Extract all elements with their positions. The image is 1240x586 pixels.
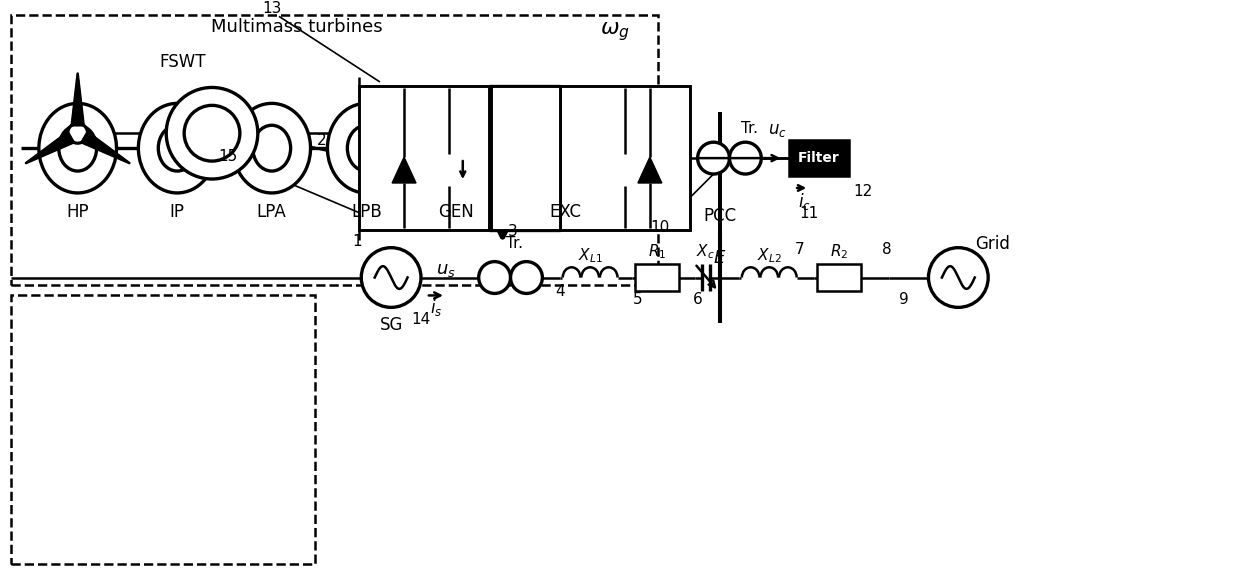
Text: LPA: LPA — [257, 203, 286, 221]
Circle shape — [929, 248, 988, 308]
Polygon shape — [26, 132, 73, 163]
Text: $R_1$: $R_1$ — [647, 242, 666, 261]
Text: 14: 14 — [412, 312, 430, 327]
Ellipse shape — [38, 103, 117, 193]
Text: $\boldsymbol{i_s}$: $\boldsymbol{i_s}$ — [430, 297, 443, 318]
Bar — [167, 138, 187, 158]
Bar — [262, 138, 281, 158]
Text: EXC: EXC — [549, 203, 582, 221]
Text: $X_c$: $X_c$ — [696, 242, 715, 261]
Text: 9: 9 — [899, 292, 909, 307]
Text: 2: 2 — [316, 132, 326, 148]
Text: Tr.: Tr. — [740, 121, 758, 136]
Ellipse shape — [547, 125, 584, 171]
Ellipse shape — [347, 125, 386, 171]
Circle shape — [479, 261, 511, 294]
Polygon shape — [637, 157, 662, 183]
Bar — [556, 138, 575, 158]
Ellipse shape — [527, 103, 604, 193]
Text: IP: IP — [170, 203, 185, 221]
Text: Multimass turbines: Multimass turbines — [211, 18, 382, 36]
Circle shape — [698, 142, 729, 174]
Text: 3: 3 — [507, 224, 517, 239]
Text: FSWT: FSWT — [159, 53, 206, 70]
Text: Grid: Grid — [975, 234, 1009, 253]
Bar — [356, 138, 376, 158]
Text: SG: SG — [379, 316, 403, 334]
Bar — [360, 87, 489, 230]
Text: 13: 13 — [262, 1, 281, 16]
Ellipse shape — [327, 103, 405, 193]
Text: GEN: GEN — [438, 203, 474, 221]
Text: $X_{L1}$: $X_{L1}$ — [578, 246, 603, 265]
Text: HP: HP — [67, 203, 89, 221]
Polygon shape — [392, 157, 415, 183]
Text: 5: 5 — [634, 292, 642, 307]
Text: Filter: Filter — [799, 151, 839, 165]
Ellipse shape — [139, 103, 216, 193]
Bar — [446, 138, 466, 158]
Text: 8: 8 — [882, 242, 892, 257]
Ellipse shape — [58, 125, 97, 171]
Text: 7: 7 — [795, 242, 804, 257]
Text: PCC: PCC — [703, 207, 737, 225]
Text: 6: 6 — [693, 292, 703, 307]
Circle shape — [361, 248, 422, 308]
Bar — [491, 87, 560, 230]
Circle shape — [729, 142, 761, 174]
Polygon shape — [82, 132, 129, 163]
Bar — [11, 15, 657, 285]
Ellipse shape — [436, 125, 475, 171]
Text: 1: 1 — [352, 234, 362, 249]
Circle shape — [185, 105, 239, 161]
Bar — [560, 87, 689, 230]
Bar — [817, 264, 861, 291]
Bar — [68, 138, 88, 158]
Text: LPB: LPB — [351, 203, 382, 221]
Text: 4: 4 — [556, 284, 565, 299]
Ellipse shape — [233, 103, 310, 193]
Ellipse shape — [159, 125, 196, 171]
Circle shape — [166, 87, 258, 179]
Bar — [635, 264, 678, 291]
Bar — [789, 140, 849, 176]
Polygon shape — [72, 73, 83, 125]
Circle shape — [68, 123, 88, 143]
Text: $\boldsymbol{u_s}$: $\boldsymbol{u_s}$ — [436, 261, 456, 278]
Bar — [11, 295, 315, 564]
Text: 12: 12 — [853, 185, 873, 199]
Text: 11: 11 — [800, 206, 818, 222]
Text: $\boldsymbol{i_c}$: $\boldsymbol{i_c}$ — [797, 192, 811, 212]
Text: $X_{L2}$: $X_{L2}$ — [756, 246, 781, 265]
Circle shape — [511, 261, 542, 294]
Ellipse shape — [253, 125, 290, 171]
Ellipse shape — [417, 103, 495, 193]
Text: 15: 15 — [218, 149, 238, 163]
Text: $R_2$: $R_2$ — [830, 242, 848, 261]
Text: $\omega_g$: $\omega_g$ — [600, 21, 630, 43]
Text: Tr.: Tr. — [506, 236, 523, 251]
Text: 10: 10 — [650, 220, 670, 235]
Text: $\boldsymbol{u_c}$: $\boldsymbol{u_c}$ — [768, 121, 786, 139]
Text: E: E — [714, 248, 725, 267]
